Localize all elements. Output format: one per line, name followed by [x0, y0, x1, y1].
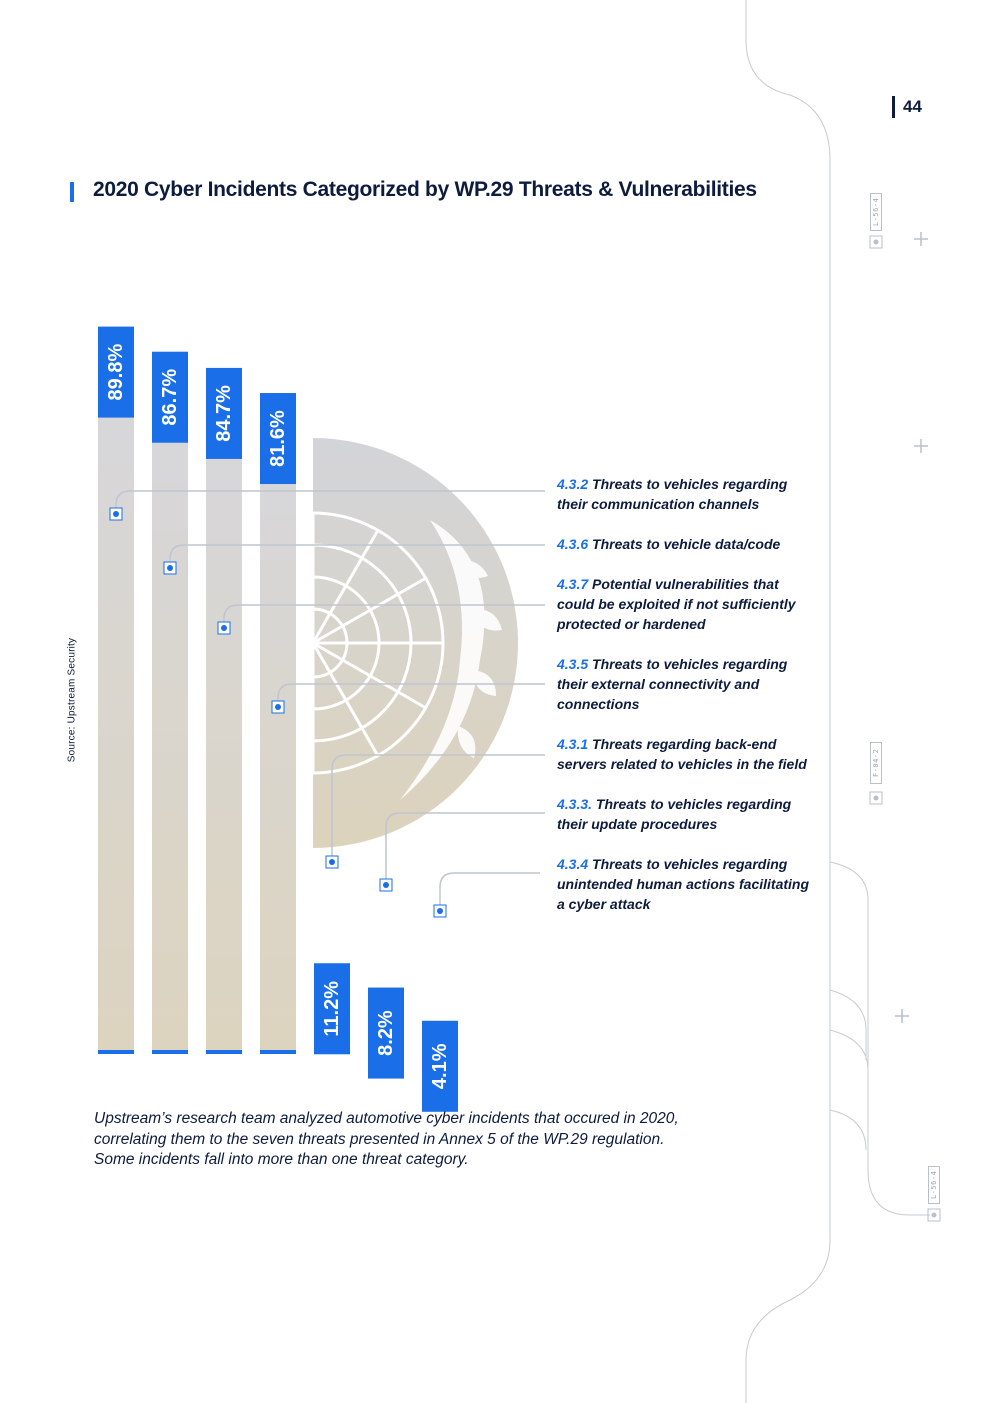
side-tag: F-04-2	[870, 742, 882, 784]
marker-icon	[325, 855, 339, 869]
bar-group: 81.6%	[260, 393, 296, 1054]
bar-base	[422, 1050, 458, 1054]
plus-icon	[895, 1009, 909, 1023]
threat-label-4-3-1: 4.3.1 Threats regarding back-end servers …	[557, 736, 807, 772]
circuit-line-branch-2	[829, 989, 867, 1060]
title-accent-bar	[70, 182, 74, 202]
bar-base	[152, 1050, 188, 1054]
bar-value-cap	[260, 393, 296, 485]
threat-code: 4.3.1	[557, 736, 589, 752]
bar-value-cap	[152, 351, 188, 443]
threat-code: 4.3.3.	[557, 796, 593, 812]
threat-label-4-3-6: 4.3.6 Threats to vehicle data/code	[557, 536, 781, 552]
threat-label-4-3-5: 4.3.5 Threats to vehicles regarding their…	[557, 656, 788, 712]
side-tag: L-56-4	[928, 1166, 940, 1204]
side-tag: L-56-4	[870, 193, 882, 231]
marker-icon	[271, 700, 285, 714]
bar-value-cap	[206, 367, 242, 459]
bar-group: 84.7%	[206, 367, 242, 1054]
bar-base	[98, 1050, 134, 1054]
bar-group: 8.2%	[368, 987, 404, 1079]
bar-base	[368, 1050, 404, 1054]
bar-group: 86.7%	[152, 351, 188, 1055]
threat-label-4-3-4: 4.3.4 Threats to vehicles regarding unint…	[557, 856, 810, 912]
connector-line	[223, 604, 545, 622]
threat-code: 4.3.4	[557, 856, 589, 872]
caption-line: Some incidents fall into more than one t…	[94, 1151, 469, 1168]
bar-value-label: 11.2%	[321, 981, 343, 1037]
node-square-icon	[927, 1208, 941, 1222]
bar-group: 89.8%	[98, 326, 134, 1054]
threat-code: 4.3.2	[557, 476, 589, 492]
connector-line	[277, 683, 545, 701]
bar-value-label: 81.6%	[267, 410, 289, 467]
connector-line	[331, 754, 545, 856]
bar-base	[260, 1050, 296, 1054]
marker-icon	[217, 621, 231, 635]
node-square-icon	[869, 791, 883, 805]
circuit-line-branch-3	[829, 1029, 869, 1071]
bar-value-label: 84.7%	[213, 385, 235, 442]
bar-value-label: 86.7%	[159, 369, 181, 426]
bar-base	[206, 1050, 242, 1054]
threat-code: 4.3.7	[557, 576, 589, 592]
bar-value-label: 8.2%	[375, 1010, 397, 1056]
bar-base	[314, 1050, 350, 1054]
bar-value-cap	[314, 963, 350, 1055]
circuit-line-branch-1	[829, 861, 930, 1216]
bar	[98, 326, 134, 1054]
threat-label-4-3-2: 4.3.2 Threats to vehicles regarding their…	[557, 476, 788, 512]
circuit-line-main	[745, 0, 831, 1403]
bar-group: 4.1%	[422, 1020, 458, 1112]
node-square-icon	[869, 235, 883, 249]
plus-icon	[914, 232, 928, 246]
bar-value-cap	[422, 1020, 458, 1112]
bar-value-cap	[98, 326, 134, 418]
bar-group: 11.2%	[314, 963, 350, 1055]
marker-icon	[163, 561, 177, 575]
caption-line: correlating them to the seven threats pr…	[94, 1130, 665, 1148]
caption-line: Upstream’s research team analyzed automo…	[94, 1110, 679, 1127]
un-emblem	[313, 438, 518, 848]
circuit-line-branch-4	[829, 1109, 867, 1151]
bar	[152, 351, 188, 1055]
bar-value-label: 4.1%	[429, 1043, 451, 1089]
marker-icon	[379, 878, 393, 892]
bar-value-label: 89.8%	[105, 344, 127, 401]
bar	[206, 367, 242, 1054]
marker-icon	[109, 507, 123, 521]
connector-line	[115, 490, 545, 508]
marker-icon	[433, 904, 447, 918]
bar	[260, 393, 296, 1054]
page-number: 44	[892, 96, 922, 118]
chart-title: 2020 Cyber Incidents Categorized by WP.2…	[93, 178, 757, 201]
bar-value-cap	[368, 987, 404, 1079]
threat-code: 4.3.6	[557, 536, 589, 552]
threat-code: 4.3.5	[557, 656, 589, 672]
threat-label-4-3-7: 4.3.7 Potential vulnerabilities that coul…	[557, 576, 796, 632]
connector-line	[385, 812, 545, 879]
threat-label-4-3-3: 4.3.3. Threats to vehicles regarding thei…	[557, 796, 792, 832]
plus-icon	[914, 439, 928, 453]
connector-line	[169, 544, 545, 562]
chart-caption: Upstream’s research team analyzed automo…	[94, 1109, 724, 1171]
connector-line	[439, 872, 540, 905]
